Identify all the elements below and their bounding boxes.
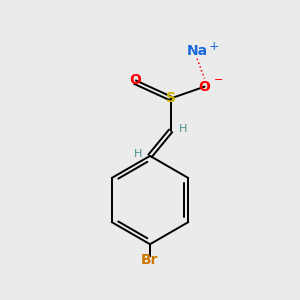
- Text: O: O: [129, 73, 141, 87]
- Text: Br: Br: [141, 254, 159, 267]
- Text: S: S: [166, 92, 176, 106]
- Text: Na: Na: [187, 44, 208, 58]
- Text: O: O: [199, 80, 210, 94]
- Text: +: +: [209, 40, 220, 52]
- Text: −: −: [214, 75, 223, 85]
- Text: H: H: [179, 124, 187, 134]
- Text: H: H: [134, 149, 142, 159]
